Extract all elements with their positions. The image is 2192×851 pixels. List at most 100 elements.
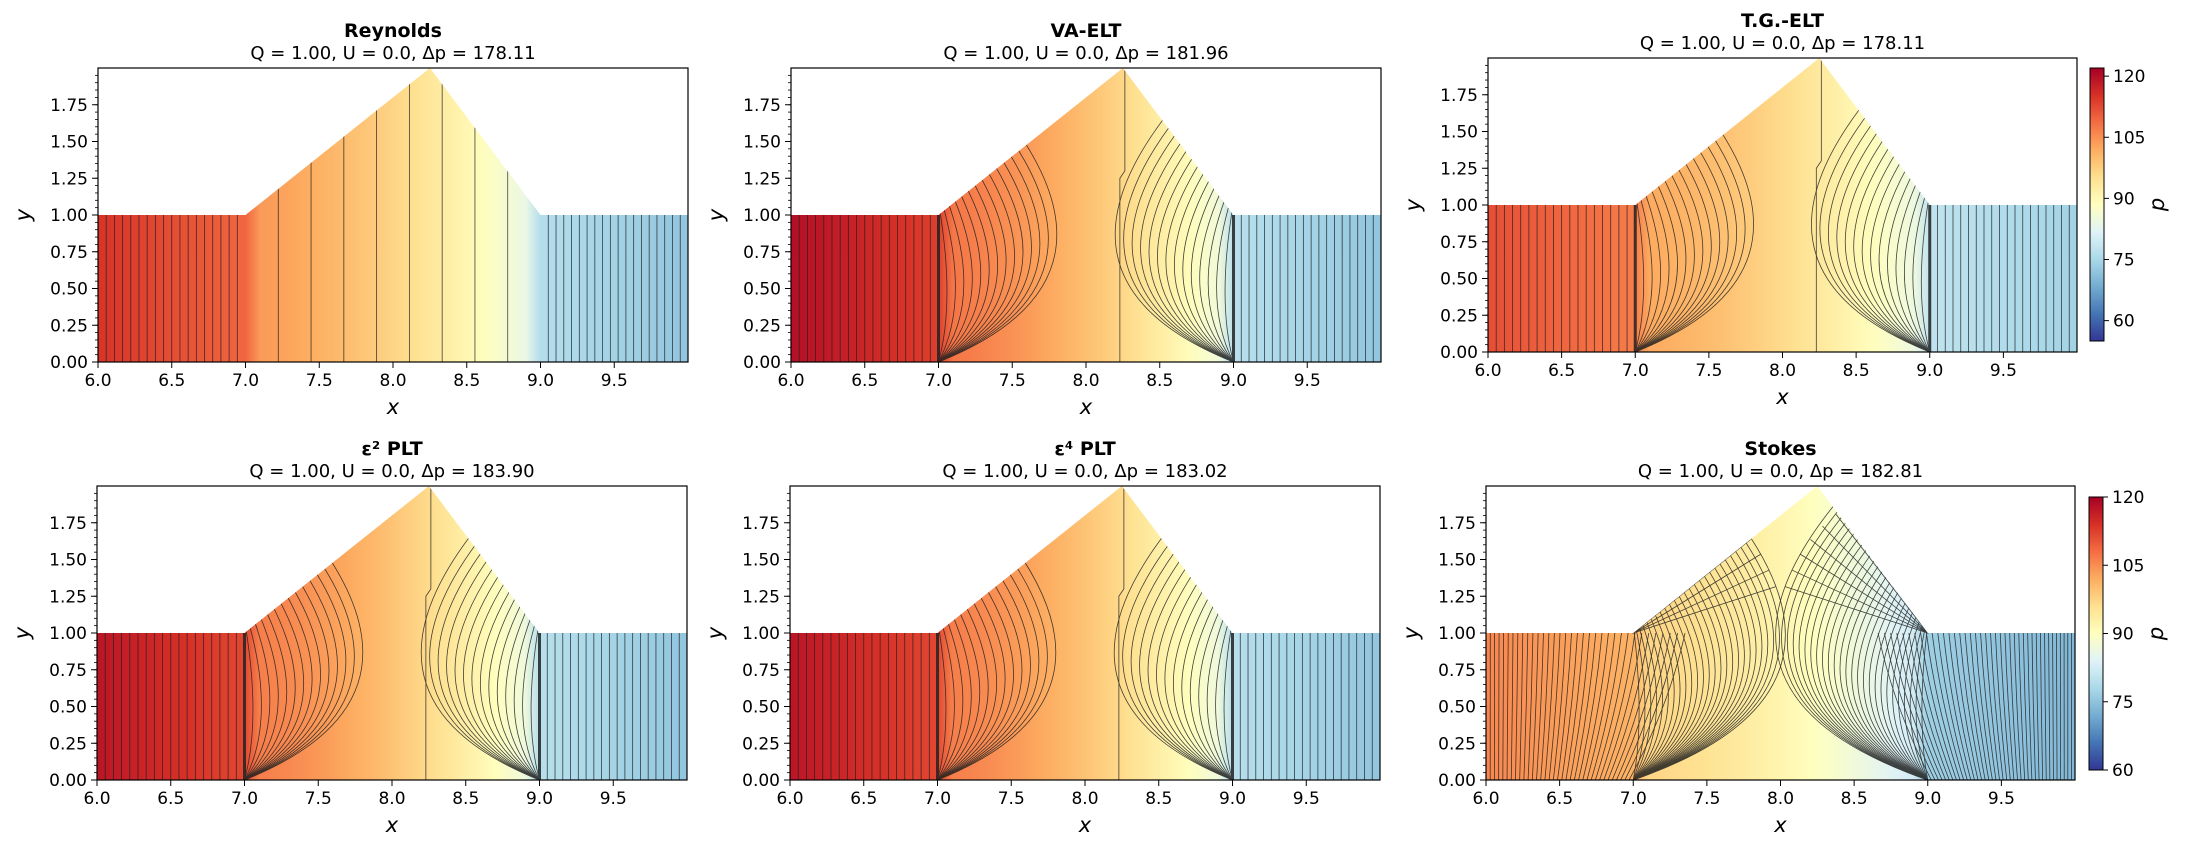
- x-tick-label: 9.5: [601, 371, 628, 391]
- contour-line: [1544, 632, 1555, 780]
- contour-line: [1119, 68, 1126, 362]
- contour-line: [2009, 632, 2018, 780]
- contour-line: [2031, 632, 2036, 780]
- contour-line: [2044, 632, 2047, 780]
- colorbar: 120 105 90 75 60 p: [2088, 488, 2168, 781]
- contour-line: [1835, 514, 1929, 634]
- contour-line: [1920, 192, 1931, 352]
- contour-line: [938, 190, 956, 362]
- contour-line: [1784, 586, 1928, 634]
- contour-line: [1118, 486, 1125, 780]
- subplot-subtitle: Q = 1.00, U = 0.0, Δp = 183.02: [942, 461, 1227, 482]
- x-tick-label: 9.5: [1293, 789, 1320, 809]
- contour-line: [1603, 632, 1643, 780]
- colorbar-gradient: [2089, 67, 2105, 342]
- contour-line: [1515, 632, 1519, 780]
- contour-line: [1959, 632, 1983, 780]
- x-tick-label: 6.5: [158, 371, 185, 391]
- y-tick-label: 1.50: [1440, 123, 1478, 143]
- contour-line: [1815, 58, 1822, 352]
- contour-line: [1632, 486, 1786, 780]
- contour-line: [1571, 495, 1634, 634]
- subplot-subtitle: Q = 1.00, U = 0.0, Δp = 178.11: [250, 43, 535, 64]
- contour-line: [505, 583, 540, 780]
- y-axis-label: y: [1399, 626, 1423, 640]
- contour-line: [1927, 486, 1938, 634]
- x-tick-label: 8.0: [1767, 789, 1794, 809]
- contour-line: [1791, 569, 1928, 634]
- y-tick-label: 0.50: [49, 698, 87, 718]
- contour-line: [1555, 504, 1634, 634]
- contour-line: [2056, 632, 2058, 780]
- contour-line: [1904, 598, 1929, 780]
- subplot-title: VA-ELT: [1051, 20, 1122, 42]
- contour-line: [1565, 632, 1584, 780]
- contour-line: [1505, 553, 1634, 634]
- x-tick-label: 9.5: [1990, 361, 2017, 381]
- contour-line: [2052, 632, 2054, 780]
- x-tick-label: 9.0: [527, 371, 554, 391]
- y-tick-label: 0.00: [742, 771, 780, 791]
- x-tick-label: 9.0: [1220, 371, 1247, 391]
- y-tick-label: 1.75: [1438, 514, 1476, 534]
- contour-line: [1523, 632, 1529, 780]
- y-tick-label: 1.50: [50, 133, 88, 153]
- x-tick-label: 7.5: [306, 371, 333, 391]
- subplot-subtitle: Q = 1.00, U = 0.0, Δp = 181.96: [943, 43, 1228, 64]
- contour-line: [1490, 586, 1634, 634]
- y-tick-label: 0.00: [1438, 771, 1476, 791]
- contour-line: [1904, 167, 1931, 352]
- contour-line: [937, 620, 947, 780]
- subplot-title: Reynolds: [344, 20, 442, 42]
- contour-line: [1527, 525, 1634, 634]
- contour-line: [1896, 632, 1943, 780]
- contour-line: [1914, 632, 1954, 780]
- contour-line: [2018, 632, 2026, 780]
- contour-line: [1216, 190, 1234, 362]
- subplot-title: T.G.-ELT: [1741, 10, 1824, 32]
- y-tick-label: 1.25: [49, 587, 87, 607]
- contour-line: [1927, 586, 2071, 634]
- contour-line: [1224, 202, 1234, 362]
- contour-line: [2040, 632, 2044, 780]
- contour-line: [2027, 632, 2033, 780]
- contour-line: [1536, 632, 1544, 780]
- contour-line: [937, 608, 955, 780]
- x-tick-label: 6.5: [1548, 361, 1575, 381]
- colorbar-tick-label: 90: [2112, 625, 2134, 645]
- contour-line: [530, 620, 540, 780]
- y-tick-label: 1.25: [742, 587, 780, 607]
- contour-line: [1634, 192, 1645, 352]
- contour-line: [1927, 553, 2056, 634]
- colorbar-tick-label: 60: [2112, 761, 2134, 781]
- y-tick-label: 0.50: [742, 698, 780, 718]
- x-tick-label: 9.0: [1914, 789, 1941, 809]
- y-tick-label: 1.75: [50, 96, 88, 116]
- contour-line: [1775, 486, 1929, 780]
- subplot-3: 6.0 6.5 7.0 7.5 8.0 8.5 9.0 9.5 0.00 0.25 0.50 0.75…: [10, 438, 688, 837]
- y-tick-label: 0.75: [49, 661, 87, 681]
- contour-line: [1215, 608, 1233, 780]
- contour-line: [2022, 632, 2029, 780]
- y-tick-label: 1.25: [1438, 587, 1476, 607]
- contour-line: [244, 608, 262, 780]
- y-tick-label: 1.00: [49, 624, 87, 644]
- contour-line: [425, 486, 432, 780]
- y-tick-label: 1.25: [50, 169, 88, 189]
- contour-line: [1633, 569, 1770, 634]
- x-tick-label: 8.5: [1146, 371, 1173, 391]
- contour-line: [1918, 486, 1929, 634]
- y-tick-label: 1.50: [1438, 551, 1476, 571]
- contour-line: [1541, 514, 1634, 634]
- y-tick-label: 0.25: [1438, 734, 1476, 754]
- pressure-field: [98, 68, 688, 362]
- contour-line: [1985, 632, 2000, 780]
- x-tick-label: 6.0: [1474, 361, 1501, 381]
- contour-line: [1895, 155, 1931, 352]
- subplot-title: Stokes: [1744, 438, 1816, 460]
- contour-line: [1953, 632, 1979, 780]
- y-tick-label: 1.75: [49, 514, 87, 534]
- colorbar-tick-label: 60: [2113, 312, 2135, 332]
- contour-line: [1578, 632, 1603, 780]
- x-tick-label: 8.5: [1843, 361, 1870, 381]
